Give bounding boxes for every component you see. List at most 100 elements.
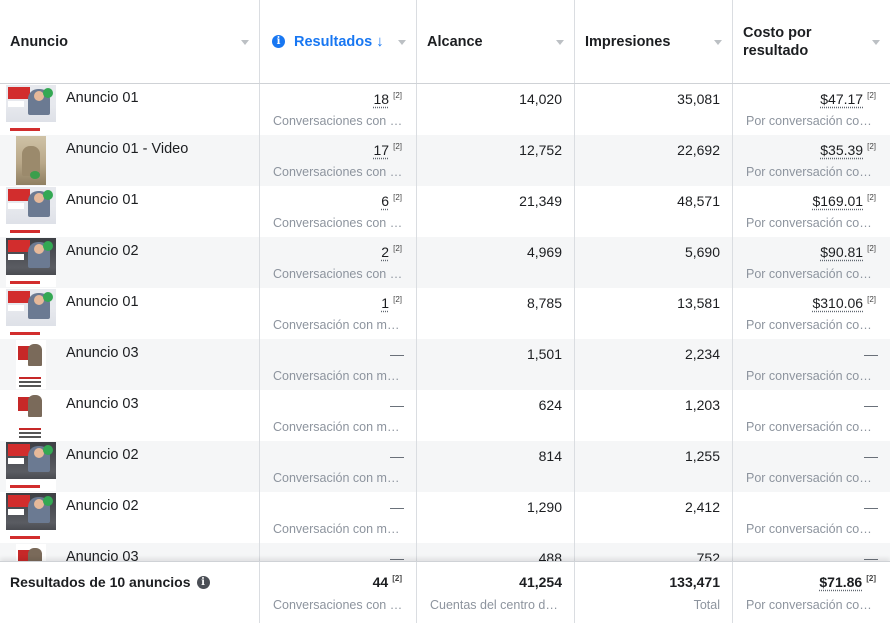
reference-marker[interactable]: [2] xyxy=(867,142,876,151)
column-header-ad[interactable]: Anuncio xyxy=(0,0,260,83)
cost-value[interactable]: $35.39 [2] xyxy=(820,142,876,158)
table-row[interactable]: Anuncio 01 6[2] Conversaciones con mensaje… xyxy=(0,186,890,237)
chevron-down-icon[interactable] xyxy=(714,39,722,45)
info-icon[interactable]: i xyxy=(196,575,210,589)
ad-name[interactable]: Anuncio 02 xyxy=(66,243,139,259)
chevron-down-icon[interactable] xyxy=(241,39,249,45)
table-row[interactable]: Anuncio 01 1[2] Conversación con mensajes … xyxy=(0,288,890,339)
chevron-down-icon[interactable] xyxy=(398,39,406,45)
impressions-cell: 1,203 xyxy=(575,390,733,441)
results-value[interactable]: 1 [2] xyxy=(381,295,402,311)
impressions-cell: 5,690 xyxy=(575,237,733,288)
ad-name[interactable]: Anuncio 01 xyxy=(66,90,139,106)
ad-thumbnail[interactable] xyxy=(16,340,46,389)
reference-marker[interactable]: [2] xyxy=(866,574,876,583)
table-row[interactable]: Anuncio 03 — Conversación con mensajes ini… xyxy=(0,390,890,441)
results-value: — xyxy=(390,346,404,362)
reference-marker[interactable]: [2] xyxy=(393,142,402,151)
results-value[interactable]: 17 [2] xyxy=(373,142,402,158)
ad-cell[interactable]: Anuncio 01 xyxy=(0,186,260,237)
column-header-impressions[interactable]: Impresiones xyxy=(575,0,733,83)
ad-thumbnail[interactable] xyxy=(6,85,56,134)
chevron-down-icon[interactable] xyxy=(556,39,564,45)
cost-value: — xyxy=(864,499,878,515)
reference-marker[interactable]: [2] xyxy=(392,574,402,583)
summary-title-cell: Resultados de 10 anuncios i xyxy=(0,562,260,623)
results-value: — xyxy=(390,397,404,413)
reference-marker[interactable]: [2] xyxy=(393,193,402,202)
summary-reach-value: 41,254 xyxy=(519,574,562,590)
ad-name[interactable]: Anuncio 01 xyxy=(66,294,139,310)
cost-cell: — Por conversación con mensajes iniciada xyxy=(733,339,890,390)
results-cell: 18[2] Conversaciones con mensajes iniciad… xyxy=(260,84,417,135)
summary-cost-cell: $71.86[2] Por conversación con mensajes … xyxy=(733,562,890,623)
summary-cost-sub: Por conversación con mensajes iniciada xyxy=(746,598,878,612)
cost-value[interactable]: $310.06 [2] xyxy=(812,295,876,311)
summary-cost-value[interactable]: $71.86 [2] xyxy=(819,574,876,590)
table-row[interactable]: Anuncio 02 — Conversación con mensajes ini… xyxy=(0,441,890,492)
ad-cell[interactable]: Anuncio 02 xyxy=(0,492,260,543)
results-value[interactable]: 6 [2] xyxy=(381,193,402,209)
table-row[interactable]: Anuncio 03 — Conversación con mensajes ini… xyxy=(0,339,890,390)
ad-cell[interactable]: Anuncio 01 - Video xyxy=(0,135,260,186)
impressions-cell: 48,571 xyxy=(575,186,733,237)
table-row[interactable]: Anuncio 01 - Video 17 [2] Conversaciones co… xyxy=(0,135,890,186)
ad-cell[interactable]: Anuncio 03 xyxy=(0,390,260,441)
ad-cell[interactable]: Anuncio 01 xyxy=(0,84,260,135)
info-icon[interactable]: i xyxy=(272,35,285,48)
column-header-results[interactable]: i Resultados ↓ xyxy=(260,0,417,83)
reference-marker[interactable]: [2] xyxy=(867,91,876,100)
ad-thumbnail[interactable] xyxy=(16,391,46,440)
summary-impressions-value: 133,471 xyxy=(669,574,720,590)
impressions-value: 2,234 xyxy=(684,346,720,362)
cost-value: — xyxy=(864,346,878,362)
ad-cell[interactable]: Anuncio 01 xyxy=(0,288,260,339)
table-row[interactable]: Anuncio 02 2[2] Conversaciones con mensaje… xyxy=(0,237,890,288)
ad-cell[interactable]: Anuncio 02 xyxy=(0,441,260,492)
column-header-cost-per-result[interactable]: Costo por resultado xyxy=(733,0,890,83)
reference-marker[interactable]: [2] xyxy=(867,193,876,202)
column-header-reach[interactable]: Alcance xyxy=(417,0,575,83)
ad-name[interactable]: Anuncio 01 xyxy=(66,192,139,208)
ad-thumbnail[interactable] xyxy=(6,289,56,338)
results-value: — xyxy=(390,448,404,464)
reference-marker[interactable]: [2] xyxy=(867,295,876,304)
reference-marker[interactable]: [2] xyxy=(393,295,402,304)
ad-thumbnail[interactable] xyxy=(16,136,46,185)
sort-descending-icon[interactable]: ↓ xyxy=(376,33,384,50)
cost-value: — xyxy=(864,397,878,413)
ad-thumbnail[interactable] xyxy=(6,238,56,287)
ad-thumbnail[interactable] xyxy=(6,187,56,236)
ad-name[interactable]: Anuncio 01 - Video xyxy=(66,141,189,157)
ad-thumbnail[interactable] xyxy=(6,442,56,491)
ad-name[interactable]: Anuncio 02 xyxy=(66,447,139,463)
results-sub: Conversación con mensajes iniciada xyxy=(273,522,404,536)
ad-name[interactable]: Anuncio 03 xyxy=(66,345,139,361)
ad-name[interactable]: Anuncio 03 xyxy=(66,396,139,412)
ad-name[interactable]: Anuncio 02 xyxy=(66,498,139,514)
reference-marker[interactable]: [2] xyxy=(393,244,402,253)
ad-cell[interactable]: Anuncio 03 xyxy=(0,339,260,390)
impressions-value: 48,571 xyxy=(677,193,720,209)
table-row[interactable]: Anuncio 02 — Conversación con mensajes ini… xyxy=(0,492,890,543)
cost-sub: Por conversación con mensajes iniciada xyxy=(746,318,878,332)
chevron-down-icon[interactable] xyxy=(872,39,880,45)
cost-value[interactable]: $90.81 [2] xyxy=(820,244,876,260)
reference-marker[interactable]: [2] xyxy=(867,244,876,253)
cost-value[interactable]: $47.17 [2] xyxy=(820,91,876,107)
results-value[interactable]: 18 [2] xyxy=(373,91,402,107)
ad-thumbnail[interactable] xyxy=(6,493,56,542)
reach-cell: 21,349 xyxy=(417,186,575,237)
impressions-value: 35,081 xyxy=(677,91,720,107)
ad-cell[interactable]: Anuncio 02 xyxy=(0,237,260,288)
cost-cell: $90.81[2] Por conversación con mensajes i… xyxy=(733,237,890,288)
impressions-value: 5,690 xyxy=(684,244,720,260)
cost-value[interactable]: $169.01 [2] xyxy=(812,193,876,209)
impressions-value: 1,255 xyxy=(684,448,720,464)
summary-results-cell: 44[2] Conversaciones con mensajes inicia… xyxy=(260,562,417,623)
reach-cell: 12,752 xyxy=(417,135,575,186)
table-row[interactable]: Anuncio 01 18[2] Conversaciones con mensaj… xyxy=(0,84,890,135)
results-value[interactable]: 2 [2] xyxy=(381,244,402,260)
reference-marker[interactable]: [2] xyxy=(393,91,402,100)
cost-sub: Por conversación con mensajes iniciada xyxy=(746,471,878,485)
